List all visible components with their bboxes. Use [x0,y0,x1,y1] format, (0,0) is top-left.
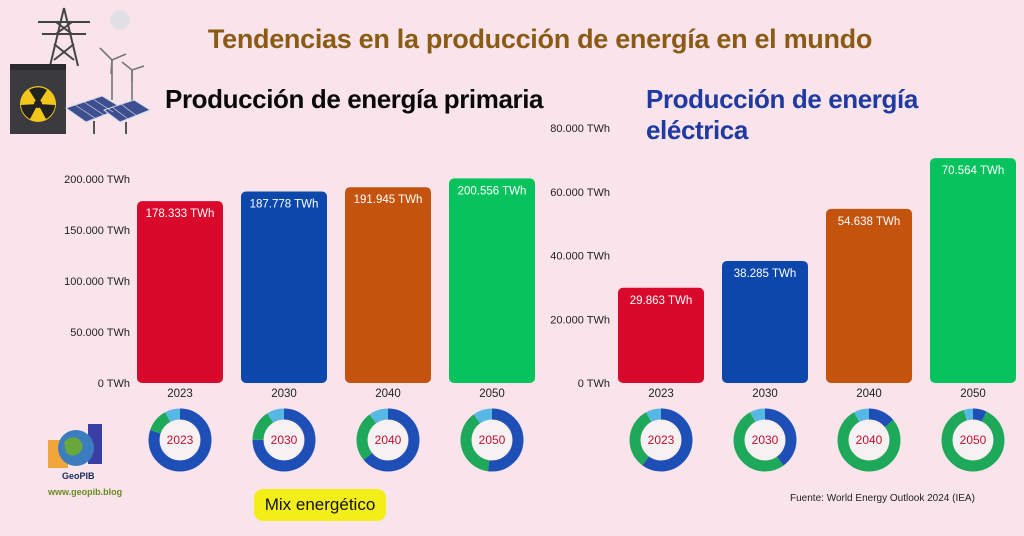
y-tick-label: 150.000 TWh [64,225,130,237]
y-tick-label: 40.000 TWh [550,251,610,263]
y-tick-label: 200.000 TWh [64,174,130,186]
energy-mix-label: Mix energético [254,489,386,521]
bar [722,260,808,383]
donut-segment [148,408,212,472]
bar [241,191,327,383]
donut-segment [356,408,420,472]
mix-donut [733,408,797,472]
brand-url: www.geopib.blog [48,487,123,497]
mix-donut [460,408,524,472]
bar-value-label: 54.638 TWh [838,216,900,228]
bar [449,178,535,383]
donut-hole [641,420,681,460]
donut-segment [252,408,316,472]
bar-value-label: 38.285 TWh [734,268,796,280]
y-tick-label: 0 TWh [98,378,130,390]
donut-hole [849,420,889,460]
donut-segment [629,408,693,472]
mix-donut [837,408,901,472]
donut-hole [953,420,993,460]
donut-year-label: 2050 [479,433,506,447]
donut-segment [837,408,901,472]
donut-segment [941,408,1005,472]
donut-segment [356,408,420,472]
mix-donut [629,408,693,472]
source-note: Fuente: World Energy Outlook 2024 (IEA) [790,493,975,504]
bar-value-label: 29.863 TWh [630,295,692,307]
bar-value-label: 191.945 TWh [354,194,423,206]
y-tick-label: 0 TWh [578,378,610,390]
bar [826,208,912,383]
x-tick-label: 2040 [856,388,882,400]
donut-year-label: 2023 [648,433,675,447]
globe-icon [48,424,102,468]
donut-year-label: 2030 [752,433,779,447]
x-tick-label: 2040 [375,388,401,400]
donut-segment [733,408,797,472]
brand-logo: GeoPIB www.geopib.blog [48,424,122,498]
brand-name: GeoPIB [62,471,95,481]
bar [137,201,223,383]
donut-segment [460,408,524,472]
y-tick-label: 20.000 TWh [550,314,610,326]
donut-hole [745,420,785,460]
donut-segment [733,408,797,472]
bar-value-label: 70.564 TWh [942,165,1004,177]
donut-year-label: 2050 [960,433,987,447]
x-tick-label: 2030 [752,388,778,400]
donut-year-label: 2023 [167,433,194,447]
bar [930,158,1016,383]
bar [345,187,431,383]
donut-hole [264,420,304,460]
mix-donut [252,408,316,472]
mix-donut [356,408,420,472]
main-title: Tendencias en la producción de energía e… [207,24,873,54]
donut-hole [160,420,200,460]
x-tick-label: 2030 [271,388,297,400]
bar-value-label: 187.778 TWh [250,198,319,210]
donut-segment [629,408,693,472]
x-tick-label: 2023 [648,388,674,400]
bar-value-label: 200.556 TWh [458,185,527,197]
donut-year-label: 2040 [375,433,402,447]
donut-year-label: 2040 [856,433,883,447]
y-tick-label: 60.000 TWh [550,187,610,199]
x-tick-label: 2023 [167,388,193,400]
x-tick-label: 2050 [479,388,505,400]
donut-hole [472,420,512,460]
donut-segment [941,408,1005,472]
electric-energy-title: Producción de energía eléctrica [646,84,918,145]
mix-donut [148,408,212,472]
y-tick-label: 80.000 TWh [550,123,610,135]
donut-hole [368,420,408,460]
x-tick-label: 2050 [960,388,986,400]
primary-energy-title: Producción de energía primaria [165,84,544,114]
bar-value-label: 178.333 TWh [146,208,215,220]
y-tick-label: 100.000 TWh [64,276,130,288]
y-tick-label: 50.000 TWh [70,327,130,339]
donut-segment [837,408,901,472]
donut-segment [460,408,524,472]
bar [618,287,704,383]
mix-donut [941,408,1005,472]
energy-illustration-icon [10,7,152,134]
donut-year-label: 2030 [271,433,298,447]
